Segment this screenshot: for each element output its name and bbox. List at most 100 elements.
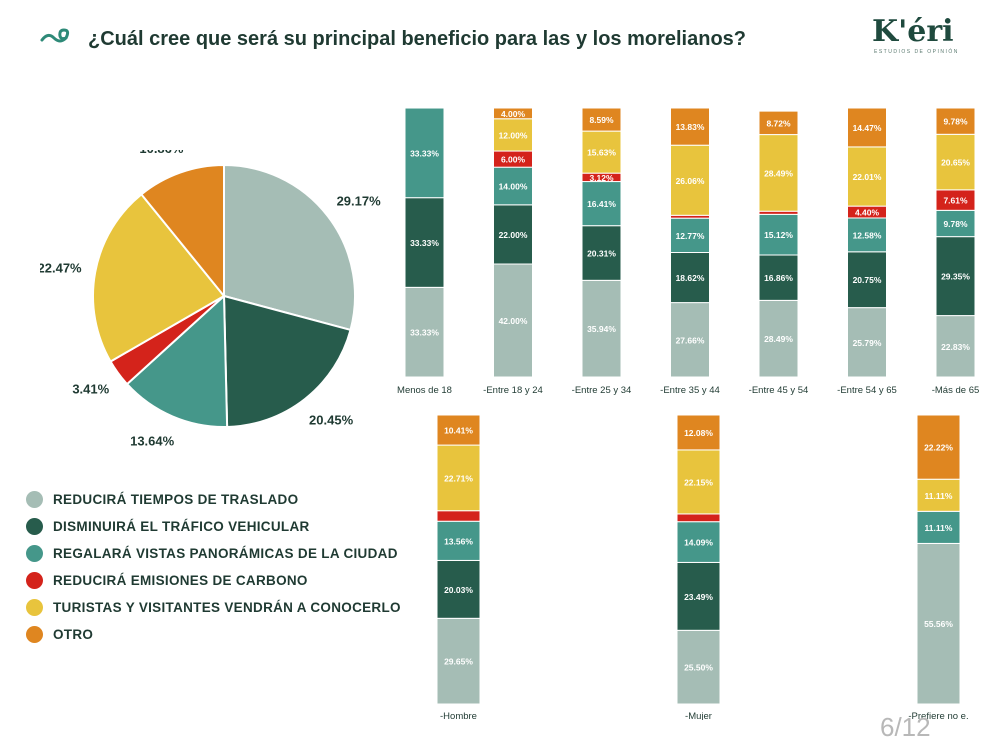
- bar-data-label: 35.94%: [587, 324, 616, 334]
- bar-segment: [670, 252, 710, 304]
- bar-data-label: 29.65%: [444, 657, 473, 667]
- category-label: -Entre 25 y 34: [572, 385, 632, 396]
- bar-segment: [676, 521, 721, 563]
- bar-segment: [436, 559, 481, 619]
- category-label: -Entre 18 y 24: [483, 385, 543, 396]
- bar-data-label: 14.09%: [684, 538, 713, 548]
- bar-data-label: 26.06%: [676, 176, 705, 186]
- legend-swatch: [26, 518, 43, 535]
- bar-segment: [758, 134, 799, 212]
- bar-data-label: 28.49%: [764, 334, 793, 344]
- bar-segment: [436, 444, 481, 512]
- bar-segment: [916, 510, 961, 544]
- spiral-wave-icon: [40, 28, 70, 43]
- category-label: -Entre 45 y 54: [749, 385, 809, 396]
- age-stacked-bar-chart: 33.33% 33.33% 33.33% Menos de 18 42.00% 22.00…: [397, 107, 980, 396]
- category-label: -Hombre: [440, 711, 477, 720]
- bar-data-label: 33.33%: [410, 238, 439, 248]
- bar-data-label: 22.00%: [499, 230, 528, 240]
- legend-label: REDUCIRÁ EMISIONES DE CARBONO: [53, 573, 308, 588]
- bar-segment: [935, 209, 976, 238]
- pie-slice: [139, 163, 225, 299]
- bar-data-label: 15.12%: [764, 230, 793, 240]
- legend-swatch: [26, 599, 43, 616]
- pie-data-label: 13.64%: [130, 433, 175, 448]
- bar-segment: [436, 414, 481, 446]
- bar-segment: [935, 315, 976, 378]
- bar-segment: [758, 299, 799, 378]
- category-label: -Entre 35 y 44: [660, 385, 720, 396]
- bar-data-label: 14.00%: [499, 182, 528, 192]
- legend-label: TURISTAS Y VISITANTES VENDRÁN A CONOCERL…: [53, 600, 401, 615]
- bar-data-label: 10.41%: [444, 426, 473, 436]
- bar-data-label: 29.35%: [941, 272, 970, 282]
- bar-data-label: 4.00%: [501, 109, 526, 119]
- bar-segment: [493, 263, 533, 378]
- bar-segment: [436, 617, 481, 705]
- legend-label: DISMINUIRÁ EL TRÁFICO VEHICULAR: [53, 519, 310, 534]
- category-label: -Prefiere no e.: [908, 711, 968, 720]
- logo: K'éri: [872, 14, 954, 49]
- legend-item: TURISTAS Y VISITANTES VENDRÁN A CONOCERL…: [26, 594, 401, 621]
- bar-data-label: 8.72%: [766, 118, 791, 128]
- bar-segment: [493, 107, 533, 120]
- legend-item: DISMINUIRÁ EL TRÁFICO VEHICULAR: [26, 513, 401, 540]
- bar-data-label: 8.59%: [589, 115, 614, 125]
- bar-data-label: 4.40%: [855, 208, 880, 218]
- pie-data-label: 10.86%: [139, 150, 184, 156]
- legend-swatch: [26, 491, 43, 508]
- bar-segment: [581, 130, 622, 174]
- bar-data-label: 25.50%: [684, 663, 713, 673]
- bar-segment: [676, 629, 721, 705]
- legend-swatch: [26, 545, 43, 562]
- bar-data-label: 22.01%: [853, 172, 882, 182]
- bar-data-label: 20.31%: [587, 249, 616, 259]
- bar-segment: [436, 510, 481, 522]
- bar-data-label: 28.49%: [764, 168, 793, 178]
- bar-segment: [676, 414, 721, 451]
- bar-segment: [758, 254, 799, 301]
- legend-item: OTRO: [26, 621, 401, 648]
- bar-data-label: 20.65%: [941, 158, 970, 168]
- legend-label: REGALARÁ VISTAS PANORÁMICAS DE LA CIUDAD: [53, 546, 398, 561]
- category-label: -Más de 65: [932, 385, 980, 396]
- bar-segment: [670, 107, 710, 146]
- bar-data-label: 23.49%: [684, 592, 713, 602]
- bar-segment: [676, 449, 721, 515]
- bar-data-label: 12.08%: [684, 428, 713, 438]
- bar-data-label: 15.63%: [587, 148, 616, 158]
- bar-segment: [916, 478, 961, 512]
- bar-data-label: 9.78%: [943, 219, 968, 229]
- bar-segment: [493, 204, 533, 265]
- category-label: -Mujer: [685, 711, 712, 720]
- pie-slice: [92, 192, 226, 363]
- bar-data-label: 16.86%: [764, 273, 793, 283]
- pie-data-label: 22.47%: [40, 261, 82, 276]
- bar-data-label: 12.00%: [499, 130, 528, 140]
- bar-segment: [758, 213, 799, 256]
- bar-segment: [676, 561, 721, 631]
- bar-segment: [916, 414, 961, 480]
- category-label: -Entre 54 y 65: [837, 385, 897, 396]
- bar-data-label: 22.83%: [941, 342, 970, 352]
- bar-data-label: 42.00%: [499, 316, 528, 326]
- bar-data-label: 12.58%: [853, 230, 882, 240]
- legend-swatch: [26, 572, 43, 589]
- bar-segment: [581, 225, 622, 281]
- page-number: 6/12: [880, 712, 931, 742]
- page-title: ¿Cuál cree que será su principal benefic…: [88, 28, 747, 50]
- bar-data-label: 20.03%: [444, 585, 473, 595]
- legend-swatch: [26, 626, 43, 643]
- bar-data-label: 13.56%: [444, 536, 473, 546]
- bar-segment: [436, 520, 481, 561]
- legend-item: REDUCIRÁ EMISIONES DE CARBONO: [26, 567, 401, 594]
- bar-segment: [847, 251, 887, 309]
- bar-data-label: 11.11%: [925, 491, 953, 501]
- pie-chart: 29.17% 20.45% 13.64% 3.41% 22.47% 10.86%: [40, 150, 382, 448]
- pie-slice: [222, 294, 352, 428]
- bar-segment: [670, 217, 710, 254]
- legend-item: REDUCIRÁ TIEMPOS DE TRASLADO: [26, 486, 401, 513]
- pie-data-label: 29.17%: [337, 193, 382, 208]
- bar-data-label: 20.75%: [853, 275, 882, 285]
